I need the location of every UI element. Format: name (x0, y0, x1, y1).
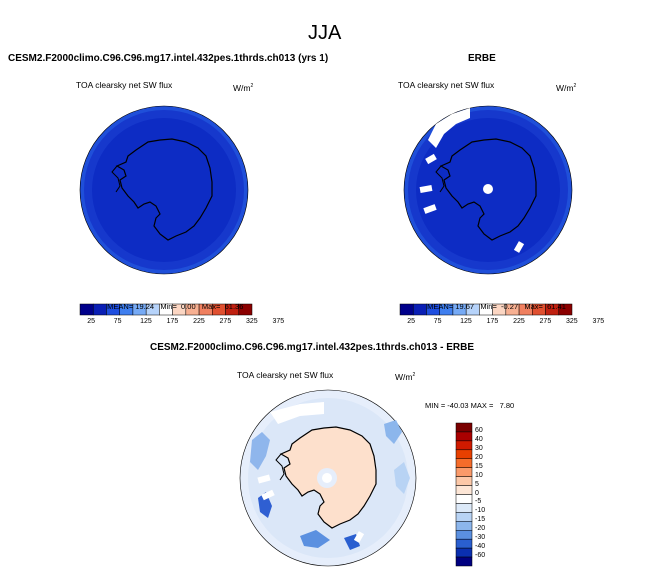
diff-colorbar-swatch (455, 547, 473, 558)
obs-missing-patch-2 (419, 185, 433, 193)
diff-colorbar-tick-label: 15 (475, 462, 483, 470)
model-colorbar-tick-label: 325 (246, 318, 258, 325)
model-colorbar-tick-label: 225 (193, 318, 205, 325)
diff-colorbar-swatch (455, 431, 473, 442)
diff-colorbar-swatch (455, 467, 473, 477)
diff-colorbar-swatch (455, 494, 473, 504)
diff-colorbar-tick-label: -60 (475, 552, 486, 560)
diff-minmax-label: MIN = -40.03 MAX = 7.80 (425, 401, 515, 410)
obs-colorbar-tick-label: 75 (433, 318, 442, 325)
diff-colorbar-tick-label: 0 (475, 489, 479, 497)
model-colorbar-tick-label: 175 (166, 318, 179, 325)
obs-variable-label: TOA clearsky net SW flux (398, 80, 495, 90)
obs-units-label: W/m2 (556, 83, 577, 93)
diff-colorbar-swatch (455, 538, 473, 549)
obs-colorbar-tick-label: 225 (513, 318, 525, 325)
model-antarctica-coastline (115, 138, 213, 241)
diff-blue-anomaly-3 (300, 530, 330, 548)
obs-colorbar-swatch (558, 303, 573, 316)
obs-colorbar-tick-label: 375 (592, 318, 605, 325)
obs-colorbar-tick-label: 125 (460, 318, 472, 325)
diff-colorbar-swatch (455, 530, 473, 540)
diff-colorbar-tick-label: 30 (475, 444, 483, 452)
model-colorbar-swatch (238, 303, 253, 316)
model-colorbar-tick-label: 25 (87, 318, 96, 325)
diff-antarctica-coastline (279, 426, 377, 529)
diff-colorbar-tick-label: 5 (475, 480, 479, 488)
model-map-inner (92, 118, 236, 262)
model-peninsula (111, 165, 121, 193)
diff-colorbar-swatch (455, 440, 473, 451)
model-units-label: W/m2 (233, 83, 254, 93)
diff-colorbar-tick-label: -5 (475, 498, 482, 506)
diff-colorbar-tick-label: -10 (475, 507, 486, 515)
diff-colorbar-tick-label: -30 (475, 534, 486, 542)
obs-colorbar-tick-label: 275 (539, 318, 552, 325)
diff-colorbar-tick-label: -40 (475, 543, 486, 551)
model-panel-header: CESM2.F2000climo.C96.C96.mg17.intel.432p… (8, 53, 329, 64)
obs-panel-header: ERBE (468, 53, 496, 64)
diff-pole-hole (322, 473, 332, 483)
diff-missing-patch-1 (257, 474, 271, 484)
model-colorbar-tick-label: 125 (140, 318, 152, 325)
model-colorbar-tick-label: 375 (272, 318, 285, 325)
diff-colorbar-swatch (455, 485, 473, 495)
diff-colorbar-swatch (455, 503, 473, 513)
obs-missing-patch-4 (513, 241, 525, 253)
diff-colorbar-swatch (455, 476, 473, 486)
obs-pole-hole (483, 184, 493, 194)
diff-blue-anomaly-6 (394, 462, 410, 494)
diff-peninsula (275, 453, 285, 481)
diff-colorbar-tick-label: -20 (475, 525, 486, 533)
obs-missing-data-band (428, 108, 470, 148)
diff-blue-anomaly-2 (258, 492, 272, 518)
diff-colorbar-tick-label: 60 (475, 426, 483, 434)
model-stats: MEAN= 19.24 Min= 0.00 Max= 61.36 (107, 302, 244, 311)
diff-missing-band (270, 402, 324, 424)
diff-colorbar-swatch (455, 458, 473, 468)
obs-antarctica-coastline (439, 138, 537, 241)
obs-colorbar-tick-label: 325 (566, 318, 578, 325)
diff-colorbar-swatch (455, 556, 473, 567)
diff-units-label: W/m2 (395, 372, 416, 382)
diff-colorbar-swatch (455, 512, 473, 522)
obs-colorbar-tick-label: 175 (486, 318, 499, 325)
diff-colorbar-tick-label: 10 (475, 471, 483, 479)
diff-blue-anomaly-1 (250, 432, 270, 470)
diff-missing-patch-3 (353, 531, 365, 543)
diff-missing-patch-2 (261, 489, 275, 501)
model-colorbar-tick-label: 275 (219, 318, 232, 325)
model-variable-label: TOA clearsky net SW flux (76, 80, 173, 90)
diff-colorbar-swatch (455, 422, 473, 433)
model-colorbar-tick-label: 75 (113, 318, 122, 325)
obs-stats: MEAN= 19.67 Min= -0.27 Max= 61.41 (427, 302, 566, 311)
diff-blue-anomaly-5 (384, 420, 402, 444)
diff-colorbar-swatch (455, 521, 473, 531)
diff-colorbar-tick-label: 20 (475, 453, 483, 461)
obs-missing-patch-3 (423, 204, 437, 214)
diff-variable-label: TOA clearsky net SW flux (237, 370, 334, 380)
diff-colorbar-tick-label: -15 (475, 516, 486, 524)
page-title: JJA (308, 22, 342, 44)
obs-colorbar-tick-label: 25 (407, 318, 416, 325)
diff-colorbar-swatch (455, 449, 473, 459)
obs-missing-patch-1 (425, 153, 437, 165)
diff-colorbar-tick-label: 40 (475, 435, 483, 443)
diff-panel-header: CESM2.F2000climo.C96.C96.mg17.intel.432p… (150, 342, 475, 353)
obs-peninsula (435, 165, 445, 193)
